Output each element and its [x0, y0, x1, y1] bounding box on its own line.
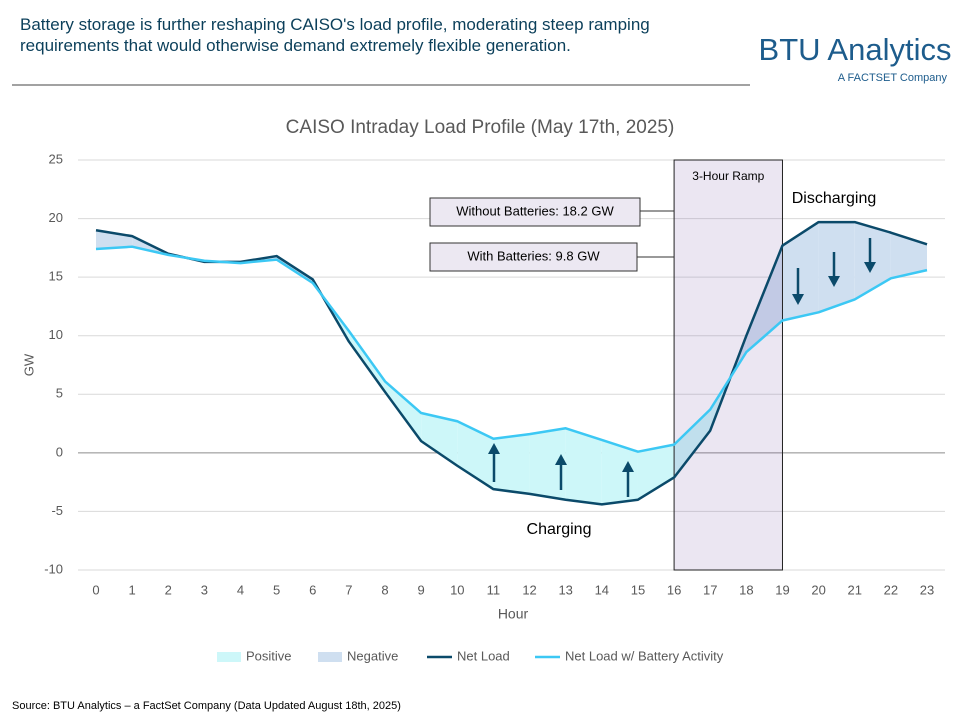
fill-area: [529, 428, 566, 500]
ramp-window: [673, 159, 783, 571]
x-tick-label: 5: [273, 582, 280, 597]
x-tick-label: 13: [558, 582, 572, 597]
x-tick-label: 10: [450, 582, 464, 597]
ramp-label: 3-Hour Ramp: [692, 169, 764, 183]
x-tick-label: 18: [739, 582, 753, 597]
logo: BTU Analytics: [759, 32, 952, 67]
x-tick-label: 23: [920, 582, 934, 597]
x-tick-label: 16: [667, 582, 681, 597]
annotation-text: With Batteries: 9.8 GW: [467, 248, 600, 263]
annotation-text: Without Batteries: 18.2 GW: [456, 203, 614, 218]
logo-sub: A FACTSET Company: [838, 72, 948, 84]
x-axis-label: Hour: [498, 606, 529, 622]
annotation-text: Charging: [527, 521, 592, 538]
x-tick-label: 3: [201, 582, 208, 597]
x-tick-label: 6: [309, 582, 316, 597]
source: Source: BTU Analytics – a FactSet Compan…: [12, 700, 401, 712]
fill-area: [565, 428, 602, 505]
annotation-box: [429, 242, 638, 272]
fill-area: [818, 222, 855, 313]
x-tick-label: 12: [522, 582, 536, 597]
x-tick-label: 15: [631, 582, 645, 597]
x-tick-label: 2: [165, 582, 172, 597]
fill-area: [890, 232, 927, 279]
fill-area: [854, 222, 891, 300]
x-tick-label: 20: [811, 582, 825, 597]
y-axis-label: GW: [21, 353, 36, 376]
fill-area: [674, 409, 711, 478]
header-text: Battery storage is further reshaping CAI…: [20, 15, 650, 55]
x-tick-label: 8: [381, 582, 388, 597]
legend-label: Negative: [347, 648, 398, 663]
y-tick-label: 0: [56, 444, 63, 459]
x-tick-label: 14: [595, 582, 609, 597]
chart-title: CAISO Intraday Load Profile (May 17th, 2…: [286, 117, 675, 138]
annotation-text: Discharging: [792, 190, 876, 207]
legend-swatch: [318, 652, 342, 662]
x-tick-label: 17: [703, 582, 717, 597]
x-tick-label: 11: [487, 582, 501, 597]
x-tick-label: 1: [129, 582, 136, 597]
legend-swatch: [217, 652, 241, 662]
y-tick-label: 25: [49, 151, 63, 166]
legend-label: Positive: [246, 648, 292, 663]
x-tick-label: 22: [884, 582, 898, 597]
arrows: [488, 238, 876, 497]
fill-area: [348, 331, 386, 392]
x-tick-label: 0: [92, 582, 99, 597]
y-tick-label: 5: [56, 386, 63, 401]
x-tick-label: 21: [848, 582, 862, 597]
fill-area: [782, 222, 819, 321]
series-line: [95, 245, 928, 453]
fill-area: [421, 413, 458, 466]
x-tick-label: 7: [345, 582, 352, 597]
fill-area: [493, 434, 530, 494]
y-tick-label: -10: [44, 561, 63, 576]
x-tick-label: 9: [418, 582, 425, 597]
fill-area: [457, 421, 494, 490]
x-tick-label: 19: [775, 582, 789, 597]
y-tick-label: -5: [51, 503, 63, 518]
legend-label: Net Load: [457, 648, 510, 663]
fill-area: [637, 444, 675, 500]
fill-area: [385, 381, 422, 442]
x-tick-label: 4: [237, 582, 244, 597]
y-tick-label: 15: [49, 269, 63, 284]
annotation-box: [429, 197, 641, 227]
y-tick-label: 10: [49, 327, 63, 342]
fill-area: [746, 245, 783, 353]
legend-label: Net Load w/ Battery Activity: [565, 648, 724, 663]
y-tick-label: 20: [49, 210, 63, 225]
